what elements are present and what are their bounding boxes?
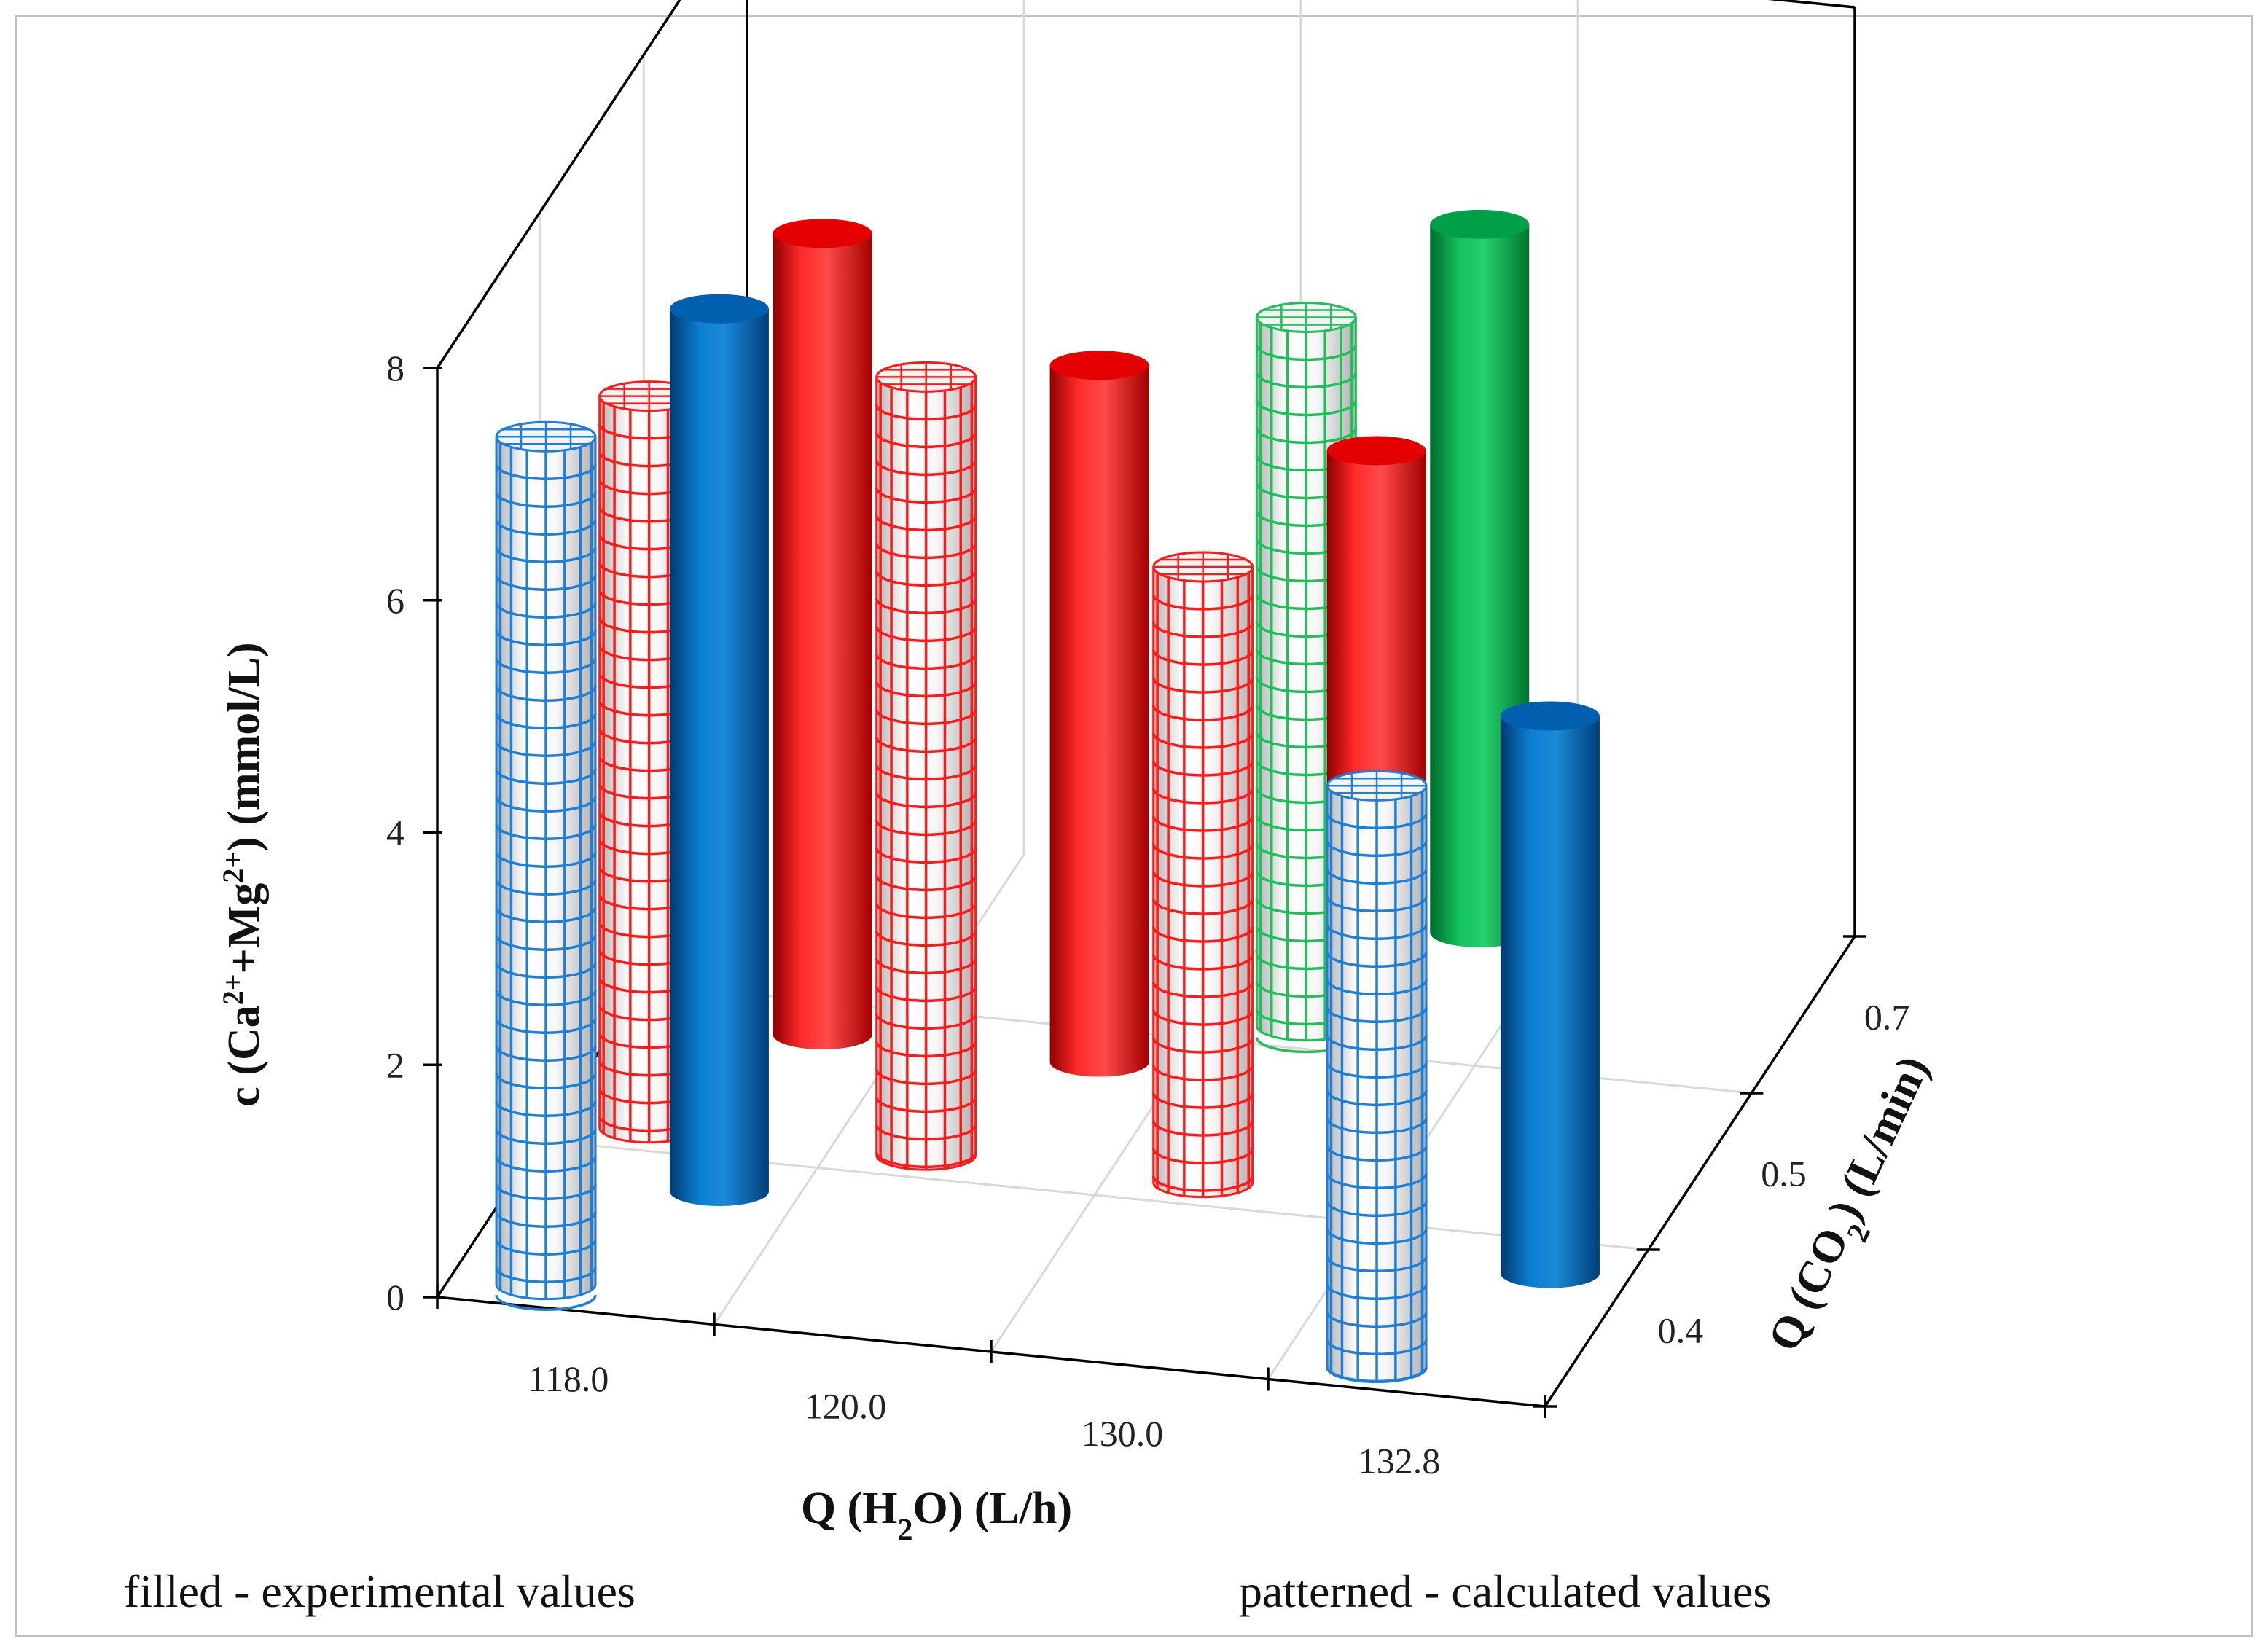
z-tick-label: 2 xyxy=(386,1044,404,1085)
bar-top-cap xyxy=(669,294,769,324)
frame-top-left xyxy=(436,0,681,369)
depth-axis-title: Q (CO2) (L/min) xyxy=(1759,1049,1952,1365)
z-axis-title: c (Ca2++Mg2+) (mmol/L) xyxy=(216,642,270,1106)
z-tick-label: 6 xyxy=(386,580,404,621)
bar-pattern-ring xyxy=(495,1294,597,1311)
bar-top-cap xyxy=(773,219,872,248)
x-axis-title: Q (H2O) (L/h) xyxy=(801,1484,1072,1547)
bar-outline xyxy=(1152,566,1254,1199)
bar-top-cap xyxy=(1326,436,1426,466)
bar-body xyxy=(773,233,872,1049)
bar-outline xyxy=(495,437,597,1301)
bar-calculated xyxy=(875,361,977,1171)
bar-experimental xyxy=(669,294,769,1206)
depth-axis-line xyxy=(1544,936,1856,1407)
ticks-group: 0 2 4 6 8 118.0 120.0 130.0 132.8 0.4 0.5 0.7 xyxy=(386,348,1909,1481)
bar-calculated xyxy=(1151,551,1254,1199)
x-tick-label: 130.0 xyxy=(1082,1413,1164,1454)
bar-calculated xyxy=(1326,770,1428,1384)
bar-top-cap xyxy=(1430,209,1530,239)
z-tick-label: 8 xyxy=(386,348,404,388)
bar-outline xyxy=(1326,786,1428,1382)
z-tick-label: 0 xyxy=(386,1277,404,1318)
bar-experimental xyxy=(1049,351,1149,1077)
bars-group xyxy=(495,209,1600,1384)
x-tick-label: 132.8 xyxy=(1358,1440,1441,1481)
x-tick-label: 120.0 xyxy=(805,1385,887,1426)
bar-top-cap xyxy=(1049,351,1149,380)
image-border xyxy=(15,15,2253,1637)
bar-experimental xyxy=(773,219,872,1049)
x-tick-label: 118.0 xyxy=(528,1358,609,1399)
z-tick-label: 4 xyxy=(386,813,404,853)
bar-calculated xyxy=(495,420,597,1311)
bar-body xyxy=(1049,365,1149,1077)
note-filled: filled - experimental values xyxy=(124,1565,636,1617)
note-patterned: patterned - calculated values xyxy=(1239,1565,1771,1617)
bar-experimental xyxy=(1500,701,1600,1288)
bar-body xyxy=(669,308,769,1206)
bar-body xyxy=(1500,716,1600,1288)
depth-tick-label: 0.5 xyxy=(1761,1154,1807,1194)
bar-top-cap xyxy=(1500,701,1600,731)
depth-tick-label: 0.7 xyxy=(1864,997,1910,1038)
depth-tick-label: 0.4 xyxy=(1658,1310,1704,1351)
bar-outline xyxy=(875,377,977,1171)
